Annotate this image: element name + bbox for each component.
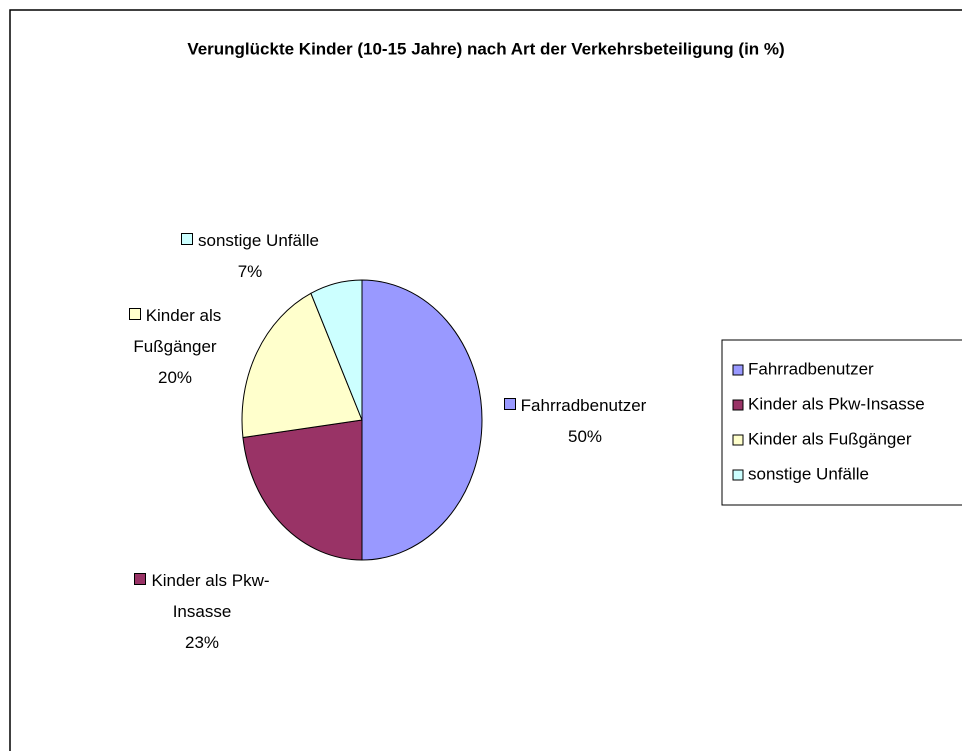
legend-marker <box>732 364 744 376</box>
label-marker <box>181 233 194 245</box>
label-marker <box>503 398 516 410</box>
legend: Fahrradbenutzer Kinder als Pkw-Insasse Kin… <box>732 359 925 483</box>
label-category: Fahrradbenutzer <box>520 396 647 415</box>
legend-marker <box>732 434 744 446</box>
legend-box <box>721 339 962 506</box>
label-marker <box>134 573 147 585</box>
legend-marker <box>732 399 744 411</box>
label-category: Kinder als Fußgänger <box>133 306 222 356</box>
data-label: Kinder als Fußgänger 20% <box>105 300 245 393</box>
legend-label: Kinder als Fußgänger <box>748 429 912 448</box>
label-value: 23% <box>184 633 220 652</box>
legend-marker <box>732 469 744 481</box>
label-category: Kinder als Pkw-Insasse <box>151 571 270 621</box>
label-category: sonstige Unfälle <box>198 231 319 250</box>
data-label: Fahrradbenutzer 50% <box>470 390 680 452</box>
pie-slice <box>242 419 363 561</box>
pie-slice <box>241 292 363 439</box>
label-value: 50% <box>567 427 603 446</box>
legend-label: sonstige Unfälle <box>748 464 869 483</box>
label-marker <box>128 308 141 320</box>
label-value: 7% <box>237 262 263 281</box>
legend-label: Fahrradbenutzer <box>748 359 874 378</box>
pie <box>241 279 483 561</box>
chart-title: Verunglückte Kinder (10-15 Jahre) nach A… <box>187 39 784 58</box>
pie-slice <box>310 279 363 421</box>
data-label: Kinder als Pkw-Insasse 23% <box>112 565 292 658</box>
data-label: sonstige Unfälle 7% <box>140 225 360 287</box>
pie-slice <box>361 279 483 561</box>
label-value: 20% <box>157 368 193 387</box>
legend-label: Kinder als Pkw-Insasse <box>748 394 925 413</box>
